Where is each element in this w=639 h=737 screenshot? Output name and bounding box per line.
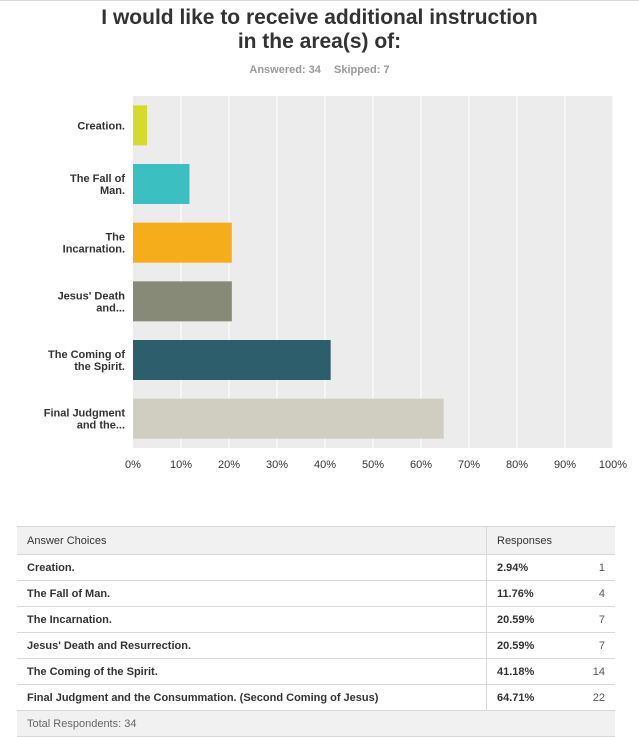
bar: [133, 281, 232, 322]
table-row: The Fall of Man. 11.76% 4: [17, 580, 615, 607]
row-count: 4: [567, 580, 615, 607]
x-tick-label: 20%: [218, 459, 240, 471]
row-percent: 11.76%: [486, 580, 567, 607]
row-percent: 20.59%: [486, 606, 567, 633]
header-answer-choices: Answer Choices: [17, 526, 487, 555]
row-count: 7: [567, 606, 615, 633]
table-header-row: Answer Choices Responses: [17, 526, 615, 555]
bar: [133, 164, 190, 204]
category-label: The Coming of the Spirit.: [48, 349, 125, 373]
header-responses: Responses: [486, 526, 615, 555]
row-percent: 2.94%: [486, 554, 567, 581]
row-choice: The Fall of Man.: [17, 580, 487, 607]
bar: [133, 340, 331, 380]
bar: [133, 222, 232, 263]
x-tick-label: 30%: [266, 459, 288, 471]
x-tick-label: 80%: [506, 459, 528, 471]
row-count: 14: [567, 658, 615, 685]
row-choice: The Coming of the Spirit.: [17, 658, 487, 685]
table-row: The Coming of the Spirit. 41.18% 14: [17, 658, 615, 685]
x-tick-label: 50%: [362, 459, 384, 471]
row-percent: 41.18%: [486, 658, 567, 685]
bar: [133, 105, 148, 146]
x-tick-label: 40%: [314, 459, 336, 471]
x-tick-label: 10%: [170, 459, 192, 471]
bar-chart: 0% 10% 20% 30% 40% 50% 60% 70% 80% 90% 100% Creatio…: [44, 96, 627, 471]
question-title-line-1: I would like to receive additional instr…: [101, 6, 538, 29]
x-tick-label: 90%: [554, 459, 576, 471]
response-stats: Answered: 34 Skipped: 7: [0, 64, 639, 76]
row-choice: The Incarnation.: [17, 606, 487, 633]
table-row: Final Judgment and the Consummation. (Se…: [17, 684, 615, 711]
row-count: 1: [567, 554, 615, 581]
row-choice: Final Judgment and the Consummation. (Se…: [17, 684, 487, 711]
category-label: Final Judgment and the...: [44, 408, 126, 432]
row-choice: Jesus' Death and Resurrection.: [17, 632, 487, 659]
row-percent: 64.71%: [486, 684, 567, 711]
row-count: 22: [567, 684, 615, 711]
answered-count: Answered: 34: [249, 64, 321, 76]
row-count: 7: [567, 632, 615, 659]
bar: [133, 398, 444, 439]
table-row: The Incarnation. 20.59% 7: [17, 606, 615, 633]
x-tick-label: 100%: [599, 459, 627, 471]
skipped-count: Skipped: 7: [333, 64, 390, 76]
question-title: I would like to receive additional instr…: [0, 6, 639, 54]
category-label: The Fall of Man.: [70, 173, 125, 197]
question-title-line-2: in the area(s) of:: [237, 30, 402, 53]
x-tick-label: 60%: [410, 459, 432, 471]
category-label: The Incarnation.: [63, 232, 125, 256]
responses-table: Answer Choices Responses Creation. 2.94%…: [17, 526, 615, 737]
total-respondents: Total Respondents: 34: [17, 710, 615, 737]
row-choice: Creation.: [17, 554, 487, 581]
x-tick-label: 70%: [458, 459, 480, 471]
row-percent: 20.59%: [486, 632, 567, 659]
table-row: Jesus' Death and Resurrection. 20.59% 7: [17, 632, 615, 659]
category-label: Creation.: [77, 120, 125, 132]
table-footer-row: Total Respondents: 34: [17, 710, 615, 737]
table-row: Creation. 2.94% 1: [17, 554, 615, 581]
top-divider: [0, 0, 639, 1]
x-tick-label: 0%: [125, 459, 141, 471]
category-label: Jesus' Death and...: [58, 290, 126, 314]
